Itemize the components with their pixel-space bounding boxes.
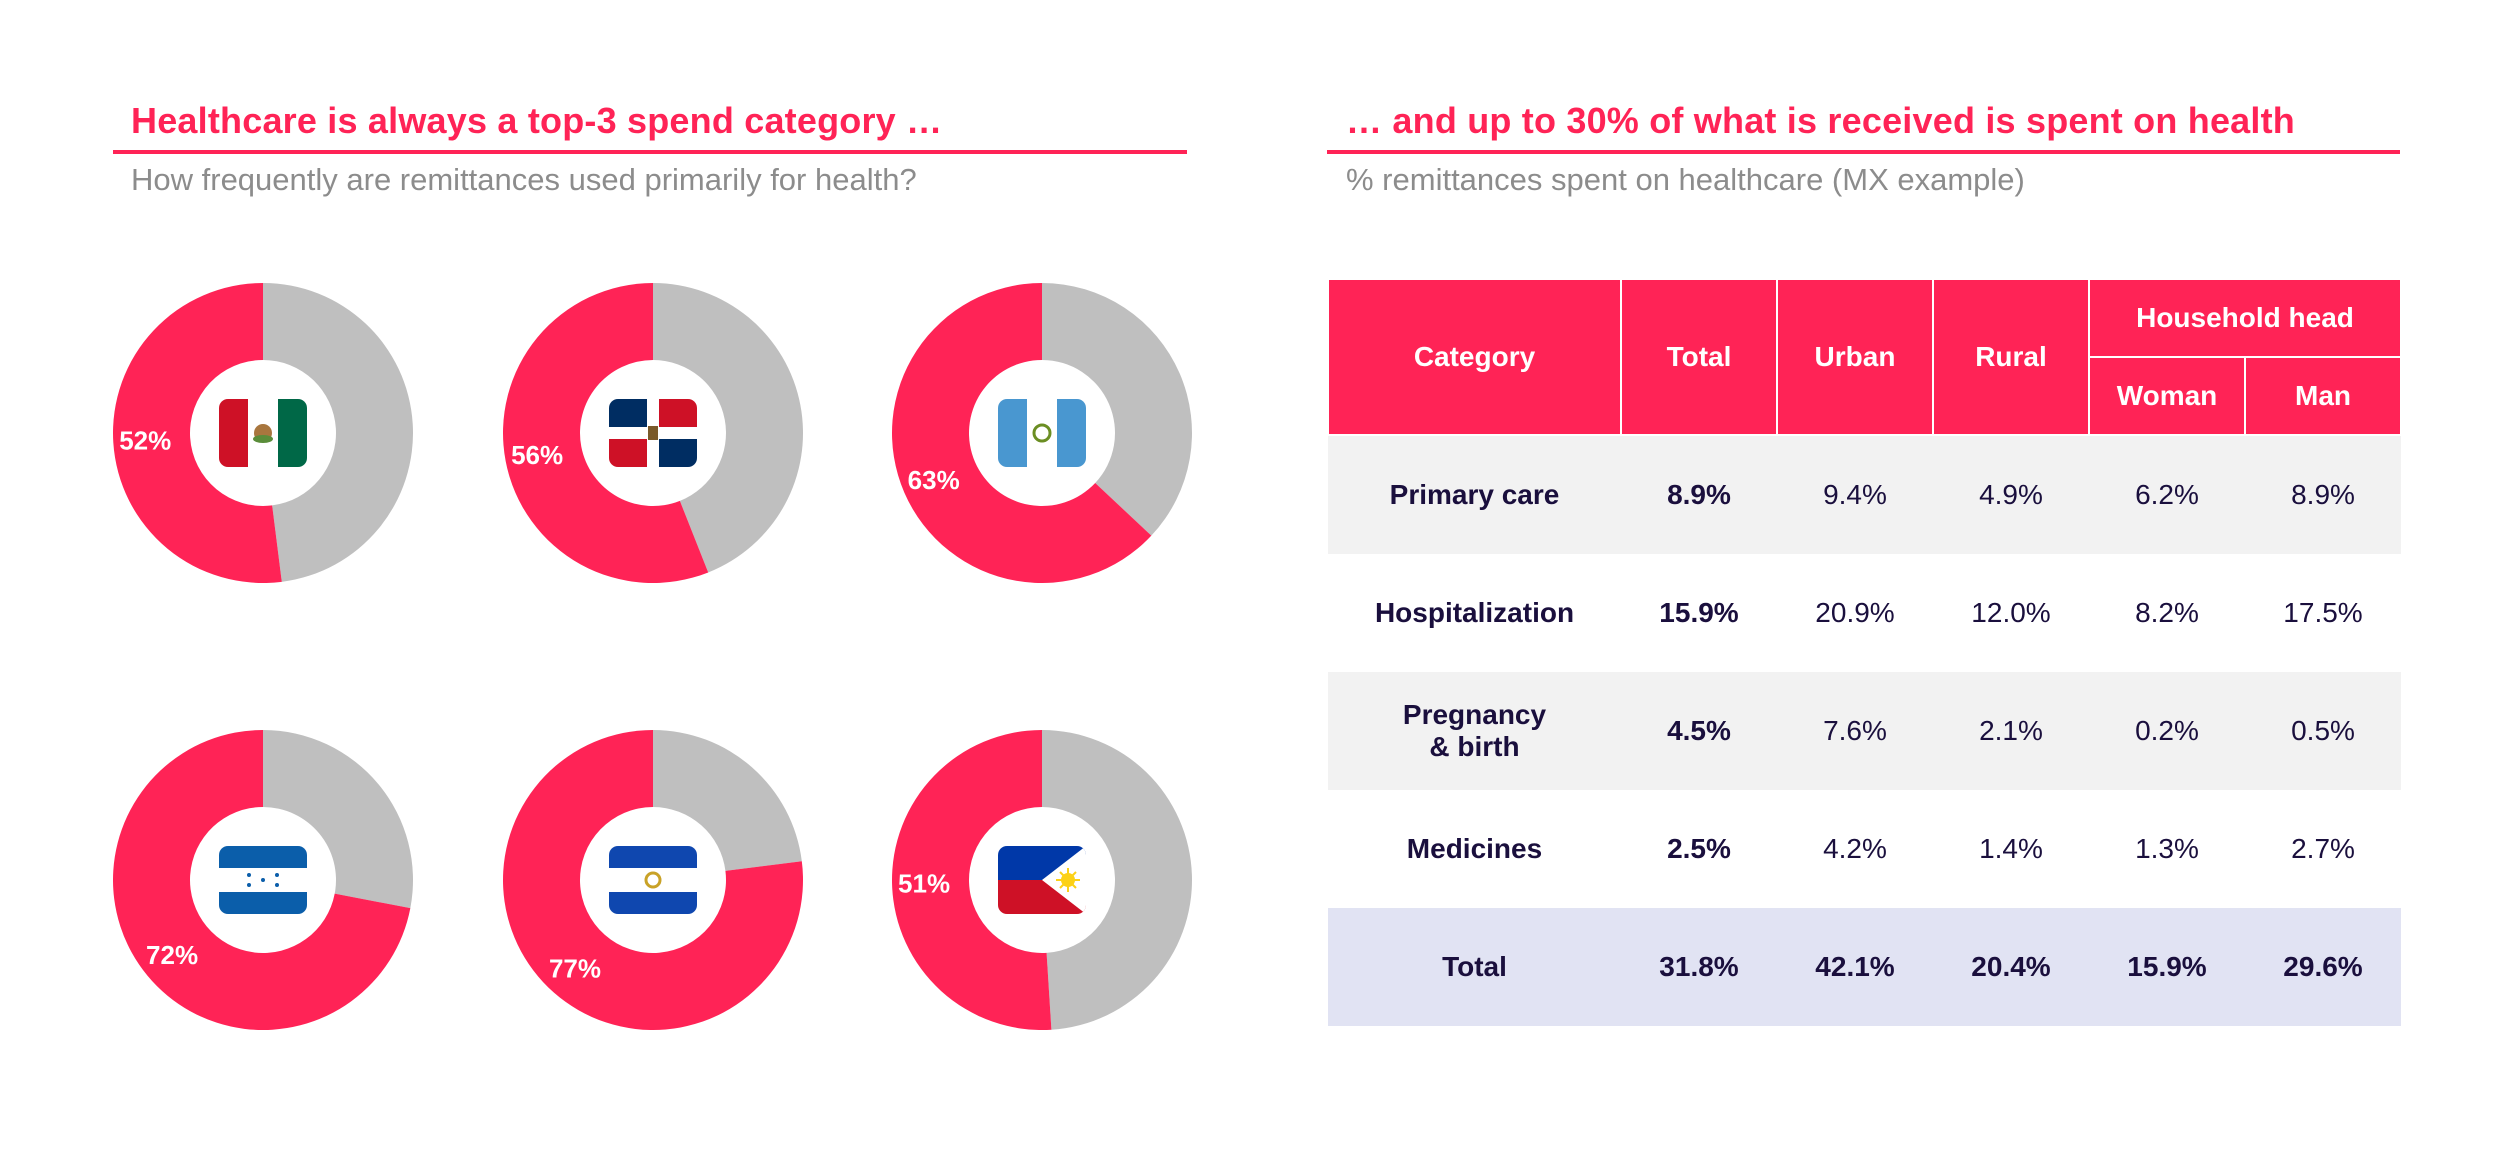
cell-woman: 1.3% xyxy=(2135,833,2199,864)
cell-man: 8.9% xyxy=(2245,435,2402,554)
row-category: Medicines xyxy=(1406,833,1543,864)
cell-total: 31.8% xyxy=(1621,908,1777,1026)
cell-woman: 15.9% xyxy=(2089,908,2245,1026)
header-rural: Rural xyxy=(1932,278,2090,436)
header-urban: Urban xyxy=(1776,278,1934,436)
right-title-rule xyxy=(1327,150,2400,154)
donut-slice-health xyxy=(113,730,411,1030)
donut-chart-honduras: 72% xyxy=(113,730,413,1030)
table-row-primary-care: Primary care 8.9% 9.4% 4.9% 6.2% 8.9% xyxy=(1328,435,2402,554)
table-row-hospitalization: Hospitalization 15.9% 20.9% 12.0% 8.2% 1… xyxy=(1328,554,2401,672)
cell-rural: 20.4% xyxy=(1933,908,2089,1026)
table-row-medicines: Medicines 2.5% 4.2% 1.4% 1.3% 2.7% xyxy=(1328,790,2401,908)
cell-man: 0.5% xyxy=(2245,672,2402,790)
donut-slice-other xyxy=(263,283,413,582)
donut-chart-guatemala: 63% xyxy=(892,283,1192,583)
donut-svg: 77% xyxy=(503,730,803,1030)
cell-urban: 4.2% xyxy=(1823,833,1887,864)
cell-rural: 12.0% xyxy=(1971,597,2051,628)
row-category: Primary care xyxy=(1328,435,1621,554)
donut-chart-philippines: 51% xyxy=(892,730,1192,1030)
cell-man: 2.7% xyxy=(2291,833,2355,864)
table-row-pregnancy-birth: Pregnancy & birth 4.5% 7.6% 2.1% 0.2% 0.… xyxy=(1328,672,2402,790)
cell-rural: 2.1% xyxy=(1933,672,2089,790)
header-man: Man xyxy=(2243,356,2403,436)
donut-label: 77% xyxy=(549,954,601,984)
donut-slice-other xyxy=(263,730,413,909)
header-woman: Woman xyxy=(2088,356,2246,436)
donut-svg: 52% xyxy=(113,283,413,583)
guatemala-flag-icon xyxy=(998,399,1086,467)
donut-slice-health xyxy=(892,283,1152,583)
header-household-head: Household head xyxy=(2087,278,2403,358)
cell-urban: 42.1% xyxy=(1777,908,1933,1026)
left-panel-subtitle: How frequently are remittances used prim… xyxy=(131,162,917,197)
cell-total: 8.9% xyxy=(1621,435,1777,554)
honduras-flag-icon xyxy=(219,846,307,914)
donut-label: 72% xyxy=(146,940,198,970)
donut-slice-health xyxy=(503,730,803,1030)
cell-total: 2.5% xyxy=(1667,833,1731,864)
donut-slice-health xyxy=(113,283,282,583)
donut-slice-other xyxy=(653,283,803,573)
cell-urban: 7.6% xyxy=(1777,672,1933,790)
donut-slice-health xyxy=(892,730,1052,1030)
el-salvador-flag-icon xyxy=(609,846,697,914)
right-panel-subtitle: % remittances spent on healthcare (MX ex… xyxy=(1346,162,2025,197)
row-category: Hospitalization xyxy=(1374,597,1575,628)
donut-chart-dominican-republic: 56% xyxy=(503,283,803,583)
right-panel-title: … and up to 30% of what is received is s… xyxy=(1346,100,2295,141)
header-category: Category xyxy=(1327,278,1622,436)
cell-woman: 0.2% xyxy=(2089,672,2245,790)
donut-label: 63% xyxy=(908,465,960,495)
donut-slice-health xyxy=(503,283,709,583)
table-row-total: Total 31.8% 42.1% 20.4% 15.9% 29.6% xyxy=(1328,908,2402,1026)
cell-urban: 9.4% xyxy=(1777,435,1933,554)
left-panel-title: Healthcare is always a top-3 spend categ… xyxy=(131,100,943,141)
cell-total: 4.5% xyxy=(1621,672,1777,790)
cell-man: 17.5% xyxy=(2283,597,2363,628)
donut-svg: 51% xyxy=(892,730,1192,1030)
donut-svg: 56% xyxy=(503,283,803,583)
donut-label: 52% xyxy=(119,425,171,455)
row-category: Total xyxy=(1328,908,1621,1026)
healthcare-spend-table: Category Total Urban Rural Household hea… xyxy=(1327,278,2403,1026)
cell-total: 15.9% xyxy=(1659,597,1739,628)
donut-label: 51% xyxy=(898,869,950,899)
cell-man: 29.6% xyxy=(2245,908,2402,1026)
donut-label: 56% xyxy=(511,440,563,470)
donut-svg: 72% xyxy=(113,730,413,1030)
cell-rural: 4.9% xyxy=(1933,435,2089,554)
cell-urban: 20.9% xyxy=(1815,597,1895,628)
cell-woman: 8.2% xyxy=(2135,597,2199,628)
cell-rural: 1.4% xyxy=(1979,833,2043,864)
row-category: Pregnancy & birth xyxy=(1328,672,1621,790)
mexico-flag-icon xyxy=(219,399,307,467)
dominican-republic-flag-icon xyxy=(609,399,697,467)
donut-slice-other xyxy=(653,730,802,871)
philippines-flag-icon xyxy=(998,846,1086,914)
donut-chart-el-salvador: 77% xyxy=(503,730,803,1030)
donut-svg: 63% xyxy=(892,283,1192,583)
donut-slice-other xyxy=(1042,730,1192,1030)
donut-chart-mexico: 52% xyxy=(113,283,413,583)
cell-woman: 6.2% xyxy=(2089,435,2245,554)
donut-slice-other xyxy=(1042,283,1192,536)
header-total: Total xyxy=(1620,278,1778,436)
left-title-rule xyxy=(113,150,1187,154)
